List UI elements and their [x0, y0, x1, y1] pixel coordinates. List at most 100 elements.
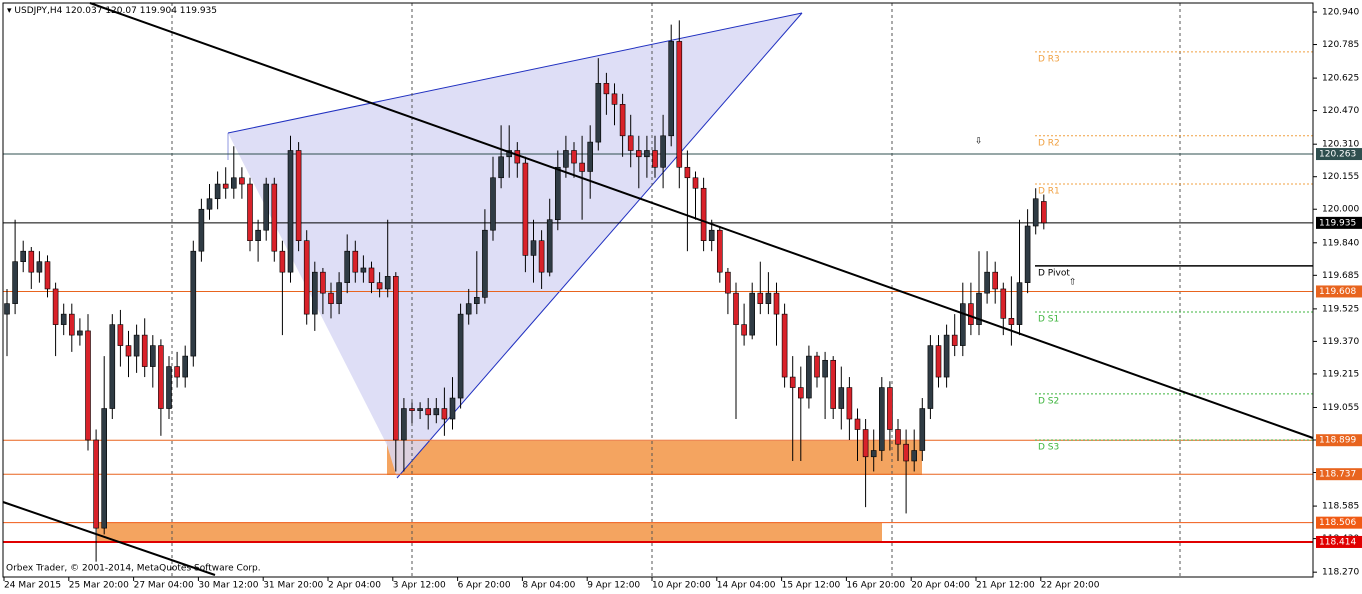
candle-body: [554, 166, 561, 221]
y-tick-label: 119.370: [1322, 337, 1359, 347]
pivot-label: D S1: [1038, 315, 1059, 325]
pivot-label: D R2: [1038, 138, 1060, 148]
price-tag-label: 118.899: [1319, 436, 1356, 446]
candle-body: [117, 324, 124, 346]
overlay-lines: ⇩ ⇧: [2, 2, 1314, 576]
candle-body: [935, 345, 942, 378]
candle-body: [133, 334, 140, 357]
price-tag: [1316, 468, 1362, 481]
candle-body: [287, 150, 294, 273]
candle-body: [141, 334, 148, 367]
candle-body: [198, 208, 205, 252]
candle-body: [20, 250, 27, 262]
candle-body: [303, 240, 310, 315]
candle-body: [239, 177, 245, 185]
candle-body: [328, 292, 334, 304]
candle-body: [692, 177, 699, 189]
x-tick-label: 25 Mar 20:00: [69, 581, 129, 591]
price-tag-label: 118.414: [1319, 537, 1356, 547]
candle-body: [93, 439, 99, 529]
x-tick-label: 6 Apr 20:00: [458, 581, 511, 591]
candle-body: [1016, 282, 1023, 325]
price-tag: [1316, 148, 1362, 161]
y-tick-label: 118.585: [1322, 502, 1359, 512]
price-tag: [1316, 434, 1362, 447]
candle-body: [417, 408, 423, 411]
x-tick-label: 16 Apr 20:00: [846, 581, 905, 591]
drawings: [97, 3, 1181, 577]
candle-body: [206, 198, 213, 210]
candle-body: [919, 408, 926, 451]
candle-body: [870, 450, 877, 458]
candle-body: [822, 359, 828, 378]
candle-body: [895, 429, 901, 445]
candle-body: [490, 177, 496, 231]
candle-body: [166, 366, 172, 409]
candle-body: [846, 387, 853, 420]
candle-body: [887, 387, 893, 430]
candle-body: [44, 261, 51, 290]
x-tick-label: 24 Mar 2015: [4, 581, 61, 591]
price-tag-label: 119.935: [1319, 218, 1356, 228]
candle-body: [530, 240, 537, 256]
candle-body: [951, 334, 958, 346]
candle-body: [652, 150, 658, 168]
candle-body: [247, 183, 253, 241]
x-tick-label: 2 Apr 04:00: [328, 581, 381, 591]
x-tick-label: 21 Apr 12:00: [976, 581, 1035, 591]
close: 119.935: [180, 6, 217, 16]
x-tick-label: 14 Apr 04:00: [717, 581, 776, 591]
candle-body: [392, 276, 399, 441]
candle-body: [611, 93, 618, 105]
open: 120.037: [65, 6, 102, 16]
x-tick-label: 10 Apr 20:00: [652, 581, 711, 591]
candle-body: [271, 183, 278, 252]
candle-body: [619, 104, 626, 137]
candle-body: [85, 330, 91, 441]
candle-body: [77, 330, 83, 336]
candle-body: [12, 261, 18, 304]
zone: [97, 523, 882, 543]
zone: [387, 441, 922, 475]
candle-body: [498, 156, 504, 179]
candle-body: [4, 303, 10, 315]
x-tick-label: 22 Apr 20:00: [1041, 581, 1100, 591]
x-tick-label: 30 Mar 12:00: [198, 581, 258, 591]
candle-body: [482, 229, 488, 298]
pivot-label: D Pivot: [1038, 268, 1070, 278]
y-tick-label: 119.055: [1322, 403, 1359, 413]
candle-body: [311, 271, 318, 315]
candle-body: [514, 150, 521, 164]
trend-line: [89, 2, 1314, 439]
arrow-icon: ⇧: [1069, 278, 1077, 288]
candle-body: [384, 276, 391, 290]
candle-body: [255, 229, 261, 241]
candle-body: [190, 250, 197, 357]
price-tag-label: 118.506: [1319, 518, 1356, 528]
x-tick-label: 9 Apr 12:00: [587, 581, 640, 591]
y-tick-label: 120.310: [1322, 140, 1359, 150]
levels: D R3 D R2 D R1 D Pivot D S1 D S2 D S3: [3, 51, 1313, 543]
candle-body: [765, 292, 772, 304]
price-tag: [1316, 535, 1362, 548]
candle-body: [984, 271, 990, 294]
candle-body: [627, 135, 634, 151]
candle-body: [668, 41, 675, 137]
x-tick-label: 31 Mar 20:00: [263, 581, 323, 591]
candle-body: [344, 250, 351, 283]
candle-body: [700, 187, 707, 241]
candle-body: [878, 387, 885, 451]
candle-body: [360, 267, 367, 273]
header: ▾ USDJPY,H4 120.037 120.07 119.904 119.9…: [7, 6, 217, 16]
candle-body: [457, 313, 464, 399]
candle-body: [741, 324, 747, 336]
y-tick-label: 120.940: [1322, 8, 1359, 18]
candle-body: [1000, 288, 1007, 319]
trend-line: [396, 12, 803, 479]
price-tag: [1316, 216, 1362, 229]
y-tick-label: 120.625: [1322, 74, 1359, 84]
candle-body: [781, 313, 788, 378]
candle-body: [473, 297, 480, 304]
candle-body: [716, 229, 723, 273]
